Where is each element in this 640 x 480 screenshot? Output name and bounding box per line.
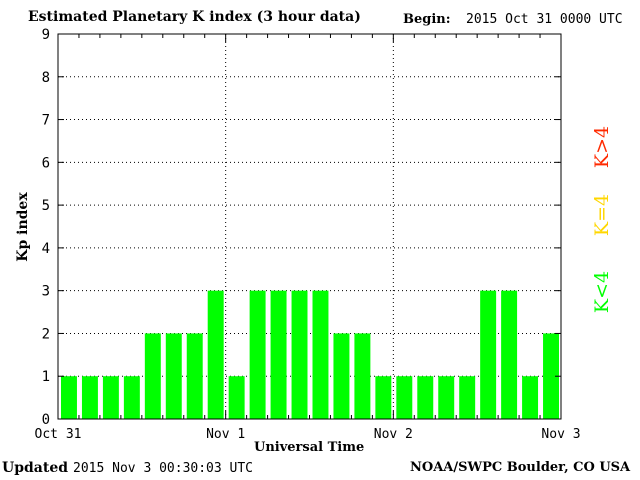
kp-bar — [459, 376, 476, 419]
kp-bar — [249, 290, 266, 419]
grid-layer — [58, 34, 561, 419]
y-tick-label: 1 — [42, 369, 50, 385]
x-tick-label: Nov 3 — [541, 427, 580, 442]
kp-bar — [291, 290, 308, 419]
y-tick-label: 6 — [42, 155, 50, 171]
bar-layer — [61, 290, 559, 419]
kp-bar — [270, 290, 287, 419]
legend-entry: K<4 — [591, 271, 613, 313]
ylabel-layer: Kp index — [15, 192, 31, 262]
updated-value: 2015 Nov 3 00:30:03 UTC — [73, 461, 254, 476]
kp-bar — [312, 290, 329, 419]
chart-title: Estimated Planetary K index (3 hour data… — [28, 9, 361, 25]
kp-bar — [417, 376, 434, 419]
y-tick-label: 9 — [42, 27, 50, 43]
x-tick-label: Oct 31 — [35, 427, 82, 442]
y-tick-label: 7 — [42, 113, 50, 129]
tick-layer: 0 1 2 3 4 5 6 7 8 9 Oct 31 Nov 1 Nov 2 Nov 3 — [35, 27, 581, 442]
credit-text: NOAA/SWPC Boulder, CO USA — [410, 460, 631, 475]
x-tick-label: Nov 2 — [374, 427, 413, 442]
kp-bar — [396, 376, 413, 419]
legend-entry: K>4 — [591, 126, 613, 168]
kp-bar — [228, 376, 245, 419]
y-tick-label: 8 — [42, 70, 50, 86]
legend-entry: K=4 — [591, 194, 613, 236]
kp-bar — [522, 376, 539, 419]
kp-bar — [123, 376, 140, 419]
kp-bar — [354, 333, 371, 419]
kp-bar — [207, 290, 224, 419]
y-tick-label: 3 — [42, 284, 50, 300]
x-axis-label: Universal Time — [254, 440, 365, 455]
begin-value: 2015 Oct 31 0000 UTC — [466, 12, 623, 27]
kp-bar — [438, 376, 455, 419]
y-tick-label: 5 — [42, 198, 50, 214]
y-tick-label: 4 — [42, 241, 50, 257]
kp-bar — [375, 376, 392, 419]
y-tick-label: 0 — [42, 412, 50, 428]
y-axis-label: Kp index — [15, 192, 31, 262]
y-tick-label: 2 — [42, 326, 50, 342]
begin-label: Begin: — [403, 12, 451, 27]
kp-bar — [501, 290, 518, 419]
kp-bar — [543, 333, 559, 419]
kp-bar — [165, 333, 182, 419]
kp-bar — [102, 376, 119, 419]
legend-layer: K<4 K=4 K>4 — [591, 126, 613, 313]
kp-bar — [480, 290, 497, 419]
kp-bar — [81, 376, 98, 419]
kp-bar — [186, 333, 203, 419]
kp-bar — [61, 376, 77, 419]
kp-bar — [144, 333, 161, 419]
x-tick-label: Nov 1 — [206, 427, 245, 442]
updated-label: Updated — [2, 460, 69, 476]
kp-bar — [333, 333, 350, 419]
